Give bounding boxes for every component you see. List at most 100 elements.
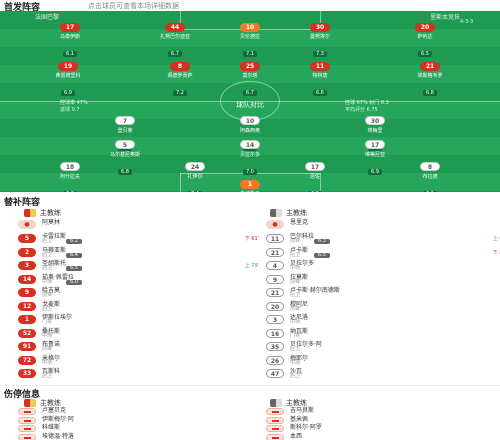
away-sub-row[interactable]: 20 穆阿尼 前锋	[266, 301, 500, 313]
player-card[interactable]: 17 马泰伊斯 6.1	[35, 14, 105, 59]
player-rating: 7.4	[188, 191, 202, 192]
substitutes-section: 替补阵容 主教练 主教练 ● 阿莫林 ● 恩里克 5 卡雷拉斯 后卫 6.2 下 61'…	[0, 196, 500, 386]
player-name: 登贝莱	[117, 128, 133, 134]
home-sub-row[interactable]: 91 布鲁诺 前锋	[18, 341, 263, 353]
away-sub-row[interactable]: 4 贝拉尔多 中场	[266, 260, 500, 272]
player-rating: 6.1	[423, 191, 437, 192]
player-name: 布拉德	[422, 174, 438, 180]
away-coach-row[interactable]: ● 恩里克	[266, 219, 500, 231]
player-rating: 6.7	[243, 90, 257, 96]
player-card[interactable]: 24 扎伊尔 7.4	[160, 154, 230, 192]
player-name: 科维斯	[42, 424, 61, 431]
jersey-number: 44	[165, 23, 185, 32]
player-card[interactable]: 8 佩德罗贡萨 7.2	[145, 53, 215, 98]
player-name: 多纳鲁马	[215, 191, 285, 192]
home-sub-row[interactable]: 14 茹奥·佩雷拉 中场 6.0	[18, 274, 263, 286]
player-name: 伊斯梅尔·阿	[42, 415, 74, 423]
player-name: 吉马良斯	[290, 407, 315, 414]
player-card[interactable]: 25 莫尔塔 6.7	[215, 53, 285, 98]
jersey-number: 1	[240, 180, 260, 189]
jersey-number: 8	[170, 62, 190, 71]
subs-title: 替补阵容	[4, 198, 41, 208]
player-name: 贝拉尔多·阿	[290, 341, 322, 348]
away-injury-row[interactable]: 本西	[266, 433, 500, 440]
player-card[interactable]: 17 恩佐 6.9	[280, 154, 350, 192]
home-coach-row[interactable]: ● 阿莫林	[18, 219, 263, 231]
jersey-number: 3	[18, 261, 36, 270]
jersey-number: 11	[266, 234, 284, 243]
player-rating: 6.9	[61, 90, 75, 96]
player-rating: 6.7	[168, 51, 182, 57]
home-injury-label: 主教练	[40, 399, 61, 407]
player-name: 萨利达	[417, 34, 433, 40]
player-card[interactable]: 11 特林唐 6.6	[285, 53, 355, 98]
away-injury-row[interactable]: 斯科尔·阿罗	[266, 424, 500, 433]
player-card[interactable]: 19 弗雷德里科 6.9	[33, 53, 103, 98]
away-injury-header: 主教练	[270, 398, 307, 408]
player-name: 莫尔塔	[242, 73, 258, 79]
away-sub-row[interactable]: 35 贝拉尔多·阿 后卫	[266, 341, 500, 353]
away-sub-row[interactable]: 21 卢卡斯·赫尔南德斯 后卫	[266, 287, 500, 299]
player-position: 后卫	[42, 305, 53, 312]
jersey-number: 12	[18, 301, 36, 311]
jersey-number: 24	[185, 162, 205, 171]
player-name: 埃梅里	[367, 128, 383, 134]
player-position: 中场	[290, 265, 301, 271]
away-injury-label: 主教练	[286, 399, 307, 407]
player-card[interactable]: 14 贝拉尔多 7.0	[215, 132, 285, 177]
player-name: 沙瓦	[290, 368, 303, 375]
home-sub-row[interactable]: 52 桑托斯 中场	[18, 328, 263, 340]
player-name: 斯科尔·阿罗	[290, 424, 322, 431]
player-position: 中场	[290, 319, 301, 325]
player-card[interactable]: 10 贝伦德拉 7.1	[215, 14, 285, 59]
away-injury-row[interactable]: 吉马良斯	[266, 407, 500, 416]
jersey-number: 5	[18, 234, 36, 243]
home-sub-row[interactable]: 72 米格尔 中场	[18, 355, 263, 367]
away-sub-row[interactable]: 47 沙瓦 后卫	[266, 368, 500, 380]
right-stat-2: 平均评分 6.75	[345, 107, 378, 113]
away-injury-row[interactable]: 基米佩	[266, 416, 500, 425]
goalkeeper-card[interactable]: 1 多纳鲁马	[215, 171, 285, 192]
away-crest-icon	[270, 209, 282, 217]
player-card[interactable]: 5 马尔基尼奥斯 6.8	[90, 132, 160, 177]
player-name: 埃斯格韦罗	[417, 73, 443, 79]
player-card[interactable]: 21 埃斯格韦罗 6.8	[395, 53, 465, 98]
player-name: 卢卡斯	[290, 246, 309, 254]
player-name: 伊斯拉埃尔	[42, 314, 73, 321]
home-sub-row[interactable]: 2 马蒂亚斯 后卫 6.4	[18, 247, 263, 259]
player-card[interactable]: 44 扎努巴尔迪亚 6.7	[140, 14, 210, 59]
jersey-number: 33	[18, 369, 36, 378]
home-sub-row[interactable]: 9 哈吉莫 前锋	[18, 287, 263, 299]
home-injury-row[interactable]: 埃德温·特洛	[18, 433, 263, 440]
player-name: 贝伦德拉	[239, 34, 260, 40]
player-rating: 6.4	[66, 252, 82, 258]
player-card[interactable]: 30 曼努埃尔 7.3	[285, 14, 355, 59]
player-card[interactable]: 8 布拉德 6.1	[395, 154, 465, 192]
away-sub-row[interactable]: 3 达尼洛 中场	[266, 314, 500, 326]
home-sub-row[interactable]: 5 卡雷拉斯 后卫 6.2 下 61'	[18, 233, 263, 245]
home-sub-row[interactable]: 1 伊斯拉埃尔 门将	[18, 314, 263, 326]
away-sub-row[interactable]: 16 纳瓦斯 门将	[266, 328, 500, 340]
home-sub-row[interactable]: 12 戈麦斯 后卫	[18, 301, 263, 313]
jersey-number: 21	[420, 62, 440, 71]
away-sub-row[interactable]: 9 拉莫斯 前锋	[266, 274, 500, 286]
home-coach-header: 主教练	[24, 208, 61, 218]
home-injury-row[interactable]: 科维斯	[18, 424, 263, 433]
jersey-number: 4	[266, 261, 284, 270]
player-name: 马尔基尼奥斯	[109, 152, 140, 158]
home-injury-row[interactable]: 伊斯梅尔·阿	[18, 416, 263, 425]
away-sub-row[interactable]: 26 梅耶尔 中场	[266, 355, 500, 367]
home-sub-row[interactable]: 3 圣胡斯托 后卫 6.5 上 79'	[18, 260, 263, 272]
player-card[interactable]: 17 维蒂尼亚 6.9	[340, 132, 410, 177]
player-position: 后卫	[290, 373, 301, 379]
player-card[interactable]: 18 阿什拉夫 6.2	[35, 154, 105, 192]
team-compare-label[interactable]: 球队对比	[236, 101, 264, 109]
player-name: 戈麦斯	[42, 300, 61, 308]
player-name: 本西	[290, 432, 303, 440]
home-injury-row[interactable]: 卢塞贝克	[18, 407, 263, 416]
player-name: 桑托斯	[42, 327, 61, 335]
player-card[interactable]: 20 萨利达 6.5	[390, 14, 460, 59]
home-sub-row[interactable]: 33 瓦斯科 后卫	[18, 368, 263, 380]
